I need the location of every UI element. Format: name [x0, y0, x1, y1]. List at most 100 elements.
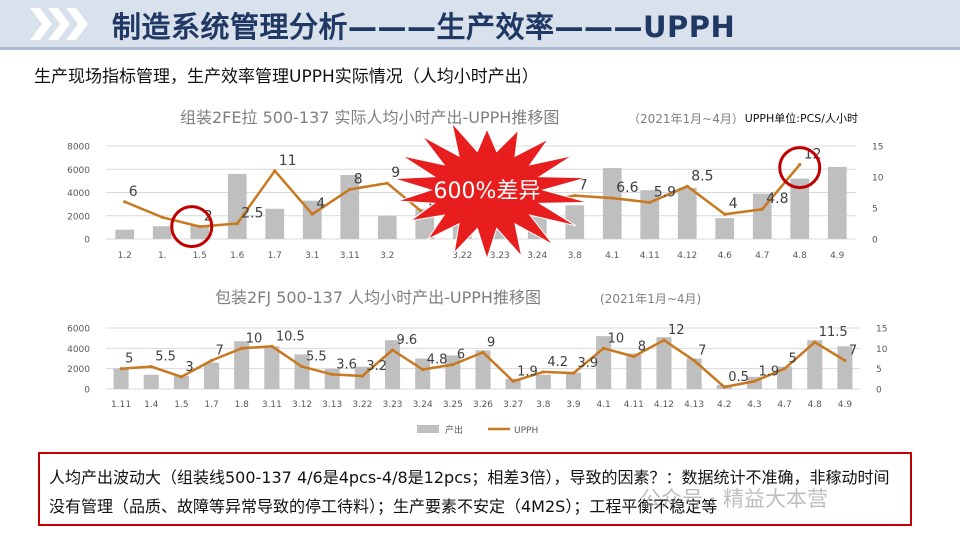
- bar-产出-1.4: [143, 374, 159, 389]
- x-tick-label: 3.22: [452, 251, 472, 261]
- point-upph: [240, 346, 244, 350]
- point-upph: [360, 374, 364, 378]
- y-left-tick-label: 0: [84, 236, 90, 246]
- x-tick-label: 3.13: [322, 400, 342, 410]
- data-label: 4.8: [766, 191, 788, 207]
- chart-title-note: (2021年1月~4月): [600, 292, 701, 306]
- x-tick-label: 4.2: [717, 400, 731, 410]
- chart-title: 包装2FJ 500-137 人均小时产出-UPPH推移图: [215, 288, 541, 307]
- x-tick-label: 1.: [158, 251, 167, 261]
- point-upph: [348, 187, 352, 191]
- starburst-callout: [393, 121, 589, 261]
- x-tick-label: 4.8: [793, 251, 808, 261]
- starburst-label: 600%差异: [434, 179, 541, 204]
- bar-产出-1.5: [173, 375, 189, 389]
- point-upph: [648, 200, 652, 205]
- point-upph: [390, 348, 395, 352]
- x-tick-label: 3.1: [305, 251, 319, 261]
- point-upph: [209, 358, 214, 363]
- x-tick-label: 4.8: [808, 400, 823, 410]
- data-label: 0.5: [728, 370, 749, 385]
- x-tick-label: 3.24: [527, 251, 547, 261]
- point-upph: [662, 338, 666, 342]
- bar-产出-4.1: [602, 168, 622, 239]
- data-label: 3.9: [577, 356, 598, 371]
- point-upph: [179, 375, 183, 379]
- bar-产出-3.9: [565, 372, 582, 389]
- point-upph: [571, 371, 576, 375]
- x-tick-label: 1.8: [235, 400, 250, 410]
- data-label: 9: [391, 165, 400, 181]
- data-label: 8.5: [691, 168, 713, 184]
- data-label: 5: [789, 352, 797, 367]
- y-right-tick-label: 15: [876, 325, 887, 335]
- point-upph: [421, 367, 425, 372]
- x-tick-label: 1.5: [193, 251, 207, 261]
- data-label: 11: [279, 153, 297, 169]
- data-label: 11.5: [819, 325, 848, 340]
- point-upph: [602, 346, 606, 350]
- point-upph: [843, 358, 847, 363]
- x-tick-label: 1.4: [144, 400, 159, 410]
- bar-产出-4.12: [656, 337, 672, 389]
- x-tick-label: 1.7: [268, 251, 282, 261]
- data-label: 6.6: [616, 180, 638, 196]
- data-label: 3.6: [336, 357, 357, 372]
- y-left-tick-label: 8000: [67, 143, 90, 153]
- x-tick-label: 3.11: [262, 400, 282, 410]
- x-tick-label: 3.23: [490, 251, 510, 261]
- point-upph: [481, 350, 485, 354]
- data-label: 4: [316, 196, 325, 212]
- point-upph: [300, 365, 304, 369]
- legend-swatch-bar: [417, 425, 439, 433]
- point-upph: [385, 181, 389, 185]
- x-tick-label: 1.7: [204, 400, 218, 410]
- point-upph: [760, 207, 764, 211]
- bar-产出-4.11: [626, 353, 642, 389]
- x-tick-label: 4.1: [605, 251, 619, 261]
- x-tick-label: 3.12: [292, 400, 312, 410]
- data-label: 10: [246, 331, 263, 346]
- x-tick-label: 4.7: [777, 400, 791, 410]
- point-upph: [632, 354, 636, 359]
- data-label: 10: [608, 331, 625, 346]
- x-tick-label: 4.12: [654, 400, 674, 410]
- header-underline: [0, 47, 960, 50]
- highlight-circle: [778, 146, 822, 190]
- x-tick-label: 4.11: [624, 400, 644, 410]
- x-tick-label: 4.3: [747, 400, 761, 410]
- x-tick-label: 4.7: [755, 251, 769, 261]
- point-upph: [330, 372, 334, 376]
- x-tick-label: 3.8: [536, 400, 551, 410]
- data-label: 7: [698, 344, 706, 359]
- x-tick-label: 4.11: [640, 251, 660, 261]
- point-upph: [123, 200, 127, 204]
- y-left-tick-label: 6000: [67, 325, 90, 335]
- bar-产出-3.8: [565, 205, 585, 239]
- point-upph: [149, 365, 153, 369]
- bar-产出-1.7: [204, 362, 220, 389]
- point-upph: [119, 367, 123, 371]
- data-label: 4: [729, 196, 738, 212]
- point-upph: [310, 212, 314, 216]
- point-upph: [451, 363, 455, 367]
- y-left-tick-label: 6000: [67, 166, 90, 176]
- point-upph: [511, 379, 515, 383]
- x-tick-label: 1.5: [174, 400, 188, 410]
- watermark: 公众号 · 精益大本营: [640, 487, 829, 511]
- highlight-circle: [170, 205, 214, 249]
- y-right-tick-label: 0: [876, 386, 882, 396]
- data-label: 5.5: [306, 350, 327, 365]
- data-label: 9.6: [397, 333, 418, 348]
- y-right-tick-label: 5: [872, 205, 878, 215]
- analysis-note: 人均产出波动大（组装线500-137 4/6是4pcs-4/8是12pcs；相差…: [38, 452, 912, 526]
- y-right-tick-label: 10: [872, 174, 884, 184]
- bar-产出-4.13: [686, 358, 702, 389]
- point-upph: [273, 169, 277, 173]
- point-upph: [752, 379, 757, 383]
- y-right-tick-label: 0: [872, 236, 878, 246]
- y-left-tick-label: 0: [84, 386, 90, 396]
- data-label: 6: [457, 348, 465, 363]
- x-tick-label: 3.11: [340, 251, 360, 261]
- analysis-note-text: 人均产出波动大（组装线500-137 4/6是4pcs-4/8是12pcs；相差…: [49, 468, 890, 516]
